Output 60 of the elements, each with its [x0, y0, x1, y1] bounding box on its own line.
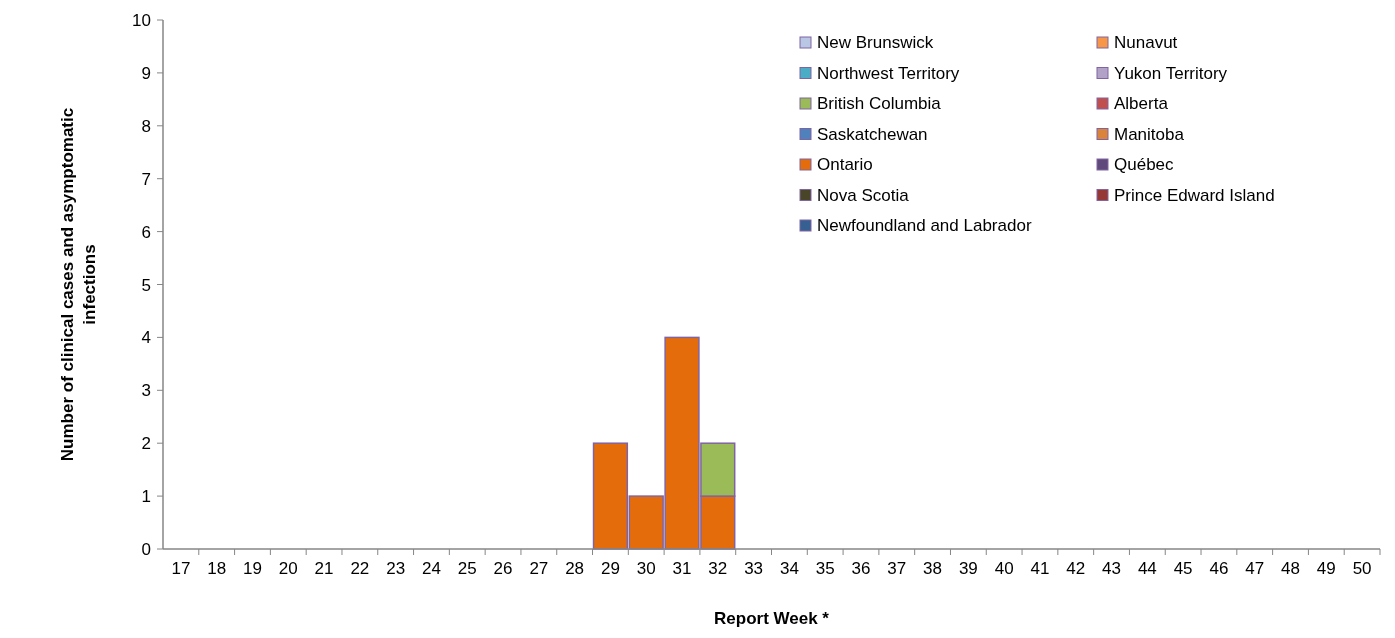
- x-tick-label: 26: [493, 559, 513, 578]
- x-tick-label: 32: [708, 559, 728, 578]
- x-tick-label: 36: [851, 559, 871, 578]
- x-tick-label: 35: [815, 559, 835, 578]
- x-tick-label: 18: [207, 559, 227, 578]
- x-tick-label: 41: [1030, 559, 1050, 578]
- legend-label: Northwest Territory: [817, 63, 960, 83]
- legend-label: Alberta: [1114, 94, 1169, 113]
- y-tick-label: 2: [141, 434, 151, 454]
- x-tick-label: 30: [636, 559, 656, 578]
- x-tick-label: 21: [314, 559, 334, 578]
- x-tick-label: 50: [1352, 559, 1372, 578]
- y-tick-label: 5: [141, 275, 151, 295]
- legend-label: Prince Edward Island: [1114, 185, 1275, 205]
- x-tick-label: 28: [565, 559, 585, 578]
- legend-label: Yukon Territory: [1114, 63, 1228, 83]
- x-tick-label: 27: [529, 559, 549, 578]
- y-tick-label: 3: [141, 381, 151, 401]
- y-tick-label: 0: [141, 540, 151, 559]
- legend-label: Newfoundland and Labrador: [817, 216, 1032, 235]
- legend-label: Québec: [1114, 155, 1175, 174]
- x-tick-label: 23: [386, 559, 406, 578]
- y-tick-label: 1: [141, 487, 151, 507]
- y-tick-label: 4: [141, 328, 151, 348]
- legend-label: Nova Scotia: [817, 185, 910, 205]
- y-tick-label: 7: [141, 169, 151, 189]
- x-tick-label: 17: [171, 559, 191, 578]
- x-tick-label: 37: [887, 559, 907, 578]
- x-tick-label: 49: [1316, 559, 1336, 578]
- x-tick-label: 31: [672, 559, 692, 578]
- x-tick-label: 44: [1137, 559, 1157, 578]
- x-tick-label: 19: [243, 559, 262, 578]
- y-axis-title: Number of clinical cases and asymptomatic infections: [58, 107, 99, 462]
- x-tick-label: 38: [923, 559, 943, 578]
- legend-label: Nunavut: [1114, 33, 1178, 52]
- legend-label: British Columbia: [817, 94, 942, 113]
- x-axis-title: Report Week *: [714, 609, 830, 628]
- x-tick-label: 48: [1281, 559, 1300, 578]
- legend-label: Saskatchewan: [817, 124, 928, 144]
- x-tick-label: 46: [1209, 559, 1229, 578]
- x-tick-label: 42: [1066, 559, 1086, 578]
- x-tick-label: 40: [994, 559, 1014, 578]
- x-tick-label: 20: [278, 559, 298, 578]
- x-tick-label: 47: [1245, 559, 1265, 578]
- legend-label: Manitoba: [1114, 124, 1185, 144]
- x-tick-label: 25: [457, 559, 477, 578]
- x-tick-label: 34: [779, 559, 799, 578]
- y-tick-label: 9: [141, 63, 151, 83]
- x-tick-label: 22: [350, 559, 370, 578]
- x-tick-label: 45: [1173, 559, 1193, 578]
- legend-label: New Brunswick: [817, 33, 934, 52]
- x-tick-label: 29: [600, 559, 620, 578]
- x-tick-label: 43: [1102, 559, 1122, 578]
- x-tick-label: 24: [421, 559, 441, 578]
- y-tick-label: 10: [132, 11, 151, 30]
- y-tick-label: 8: [141, 116, 151, 136]
- legend-label: Ontario: [817, 155, 873, 174]
- x-tick-label: 39: [958, 559, 978, 578]
- x-tick-label: 33: [744, 559, 764, 578]
- y-tick-label: 6: [141, 222, 151, 242]
